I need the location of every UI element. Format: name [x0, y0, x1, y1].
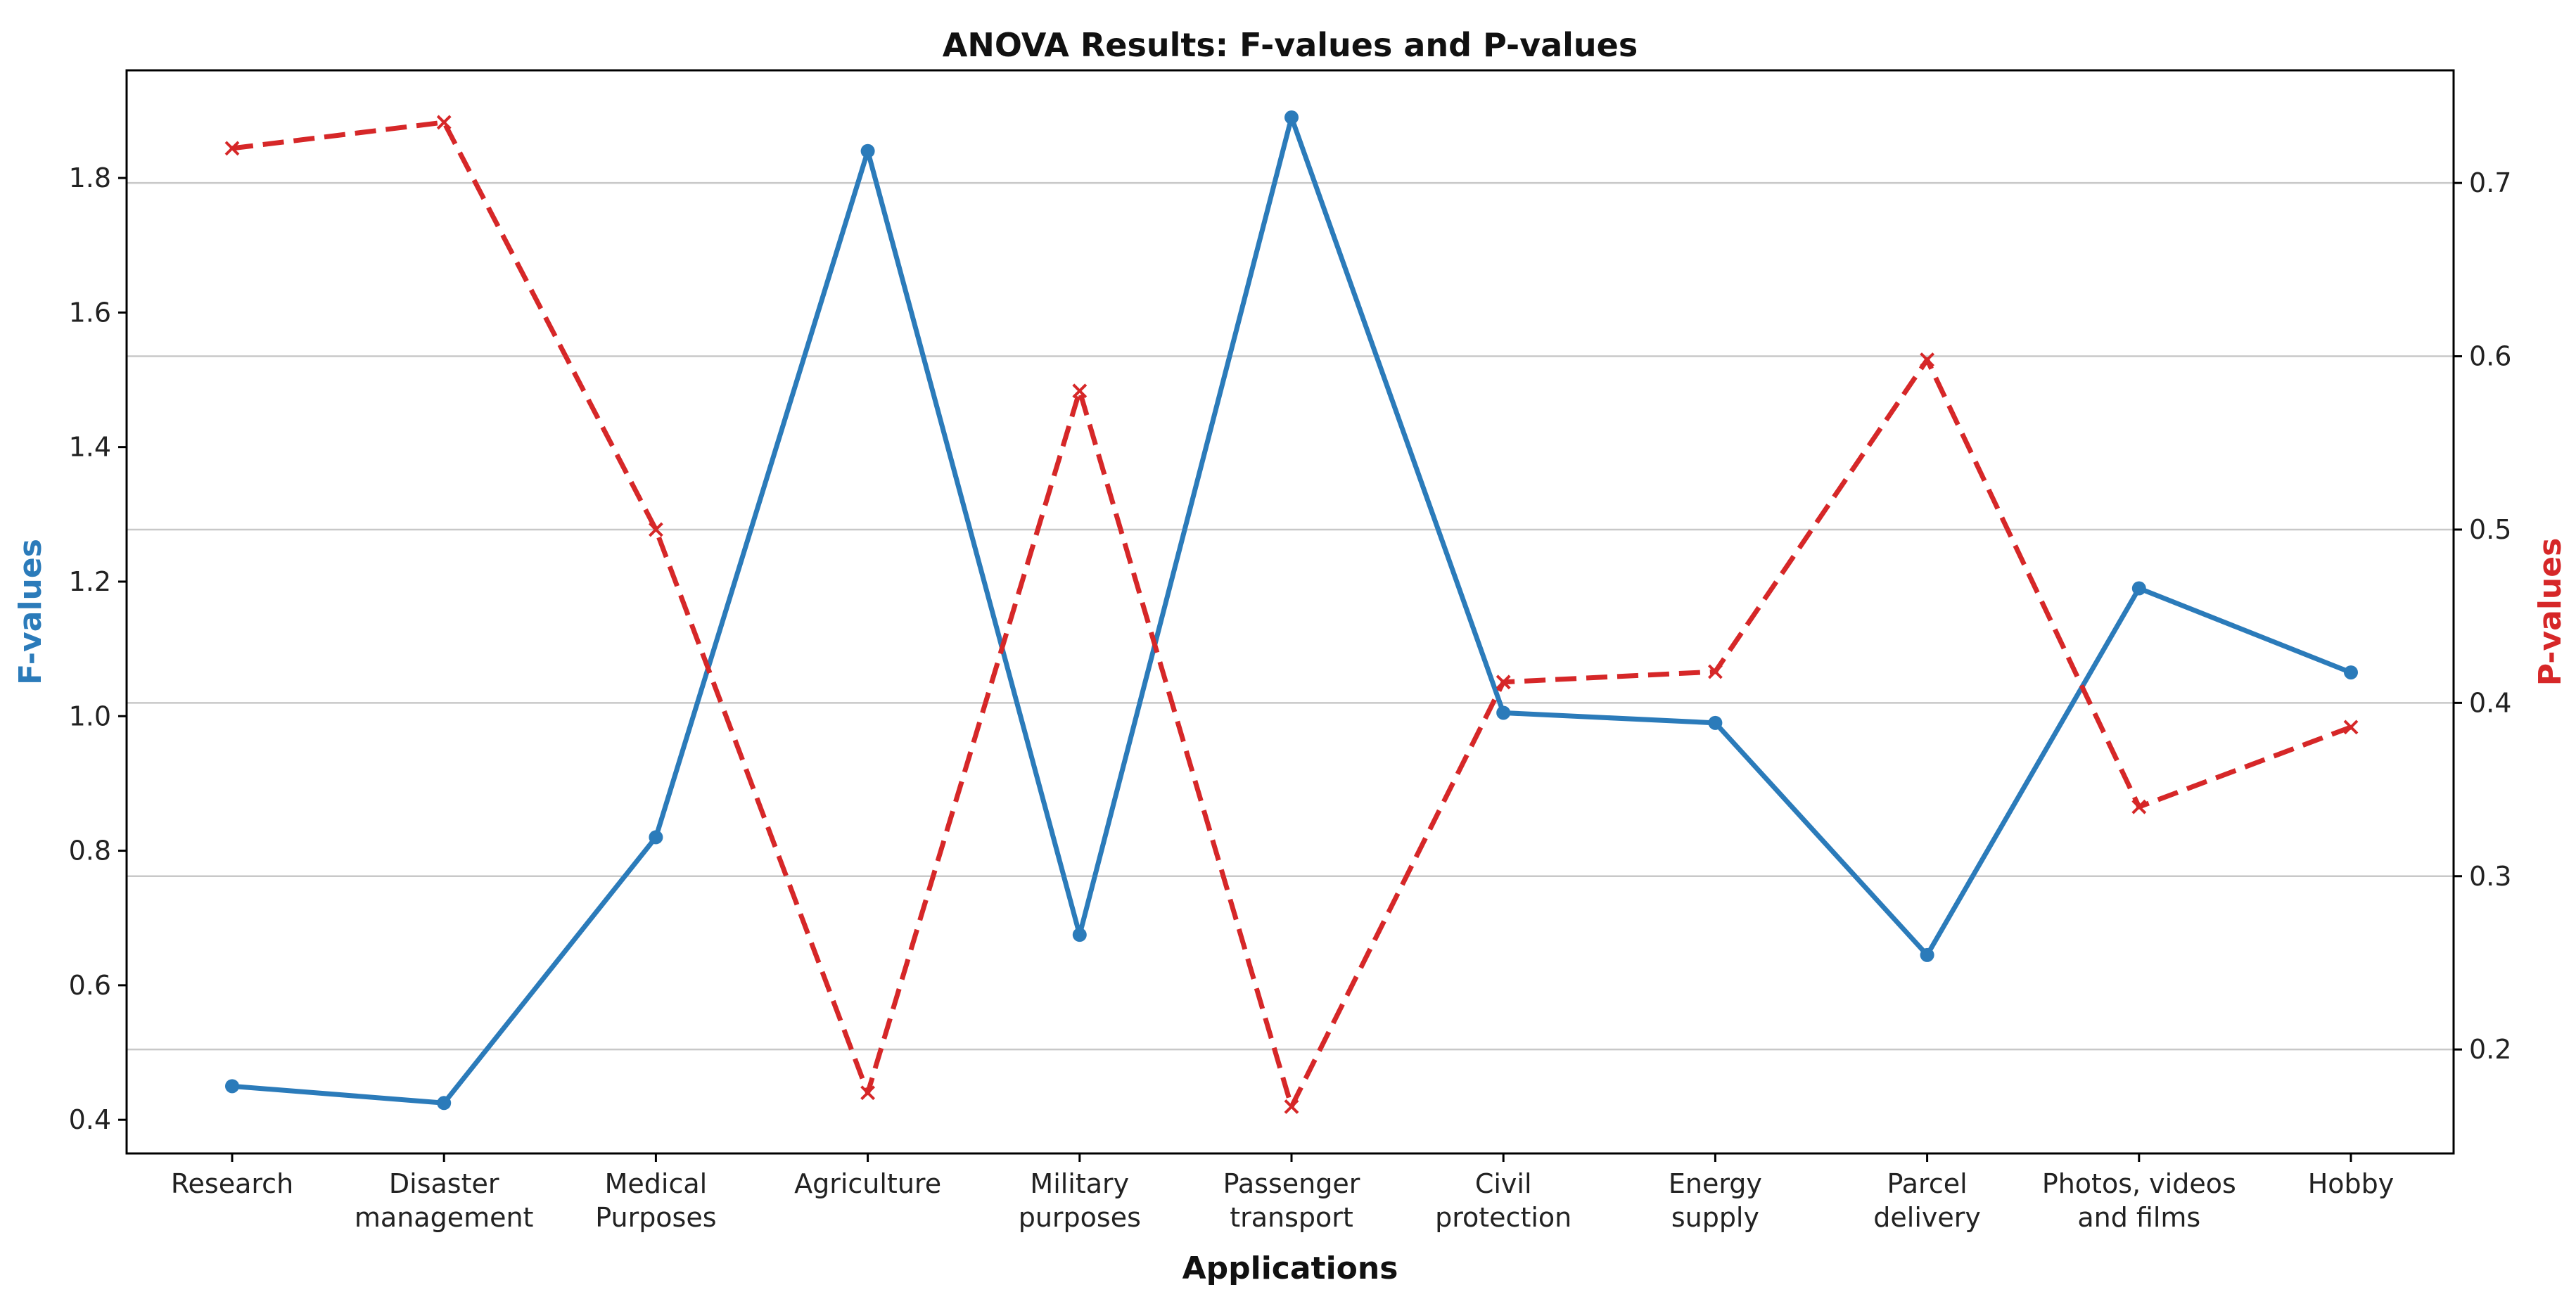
- f-values-point: [1496, 705, 1511, 720]
- x-axis: Research Disaster management Medical Purpose…: [171, 1153, 2394, 1233]
- left-y-axis-title: F-values: [13, 539, 49, 685]
- x-axis-category-label-line: Parcel: [1887, 1168, 1968, 1199]
- p-values-point: [1707, 664, 1723, 679]
- right-axis-tick-label: 0.7: [2469, 167, 2511, 198]
- x-axis-category-label-line: Military: [1030, 1168, 1129, 1199]
- left-axis-tick-label: 0.8: [69, 836, 111, 866]
- p-values-point: [224, 141, 240, 156]
- x-axis-category-label-line: Energy: [1669, 1168, 1762, 1199]
- p-values-marker-stroke: [1920, 352, 1935, 367]
- p-values-point: [1496, 674, 1511, 690]
- x-axis-category-label-line: Passenger: [1223, 1168, 1360, 1199]
- right-axis-tick-label: 0.6: [2469, 341, 2511, 372]
- x-axis-category-label-line: Agriculture: [794, 1168, 941, 1199]
- right-axis-tick-label: 0.5: [2469, 514, 2511, 545]
- f-values-point: [2131, 581, 2146, 596]
- gridlines: [127, 181, 2454, 1051]
- left-axis-tick-label: 1.0: [69, 701, 111, 731]
- x-axis-category-label-line: supply: [1671, 1202, 1759, 1233]
- f-values-point: [1708, 715, 1723, 730]
- p-values-point: [1072, 383, 1088, 399]
- p-values-marker-stroke: [436, 115, 452, 130]
- x-axis-category-label-line: and films: [2077, 1202, 2200, 1233]
- right-axis-tick-label: 0.2: [2469, 1034, 2511, 1065]
- p-values-marker-stroke: [860, 1085, 876, 1101]
- p-values-point: [1284, 1099, 1299, 1114]
- x-axis-category-label-line: Photos, videos: [2042, 1168, 2236, 1199]
- right-axis-tick-label: 0.3: [2469, 861, 2511, 892]
- f-values-point: [225, 1079, 239, 1094]
- f-values-point: [649, 830, 663, 845]
- f-values-point: [1284, 110, 1299, 124]
- x-axis-category-label-line: Civil: [1475, 1168, 1532, 1199]
- left-axis-tick-label: 1.8: [69, 162, 111, 193]
- p-values-point: [860, 1085, 876, 1101]
- f-values-line: [231, 115, 2352, 1106]
- x-axis-category-label: Civil protection: [1435, 1168, 1571, 1233]
- f-values-point: [1072, 928, 1087, 942]
- f-values-point: [437, 1096, 452, 1111]
- x-axis-category-label-line: purposes: [1019, 1202, 1141, 1233]
- f-values-point: [1920, 947, 1934, 962]
- right-y-axis-title: P-values: [2532, 538, 2568, 686]
- x-axis-category-label: Medical Purposes: [595, 1168, 716, 1233]
- right-y-axis: 0.2 0.3 0.4 0.5 0.6 0.7: [2454, 167, 2511, 1065]
- x-axis-category-label: Research: [171, 1168, 293, 1199]
- p-values-marker-stroke: [1707, 664, 1723, 679]
- x-axis-category-label-line: Disaster: [389, 1168, 499, 1199]
- p-values-marker-stroke: [1072, 383, 1088, 399]
- x-axis-category-label-line: Medical: [605, 1168, 708, 1199]
- p-values-point: [2343, 720, 2359, 735]
- f-values-point: [2344, 665, 2358, 680]
- f-values-point: [860, 143, 875, 158]
- x-axis-category-label: Hobby: [2308, 1168, 2395, 1199]
- x-axis-category-label-line: management: [355, 1202, 534, 1233]
- left-axis-tick-label: 0.4: [69, 1104, 111, 1135]
- p-values-marker-stroke: [1284, 1099, 1299, 1114]
- p-values-marker-stroke: [648, 522, 663, 537]
- x-axis-category-label: Agriculture: [794, 1168, 941, 1199]
- x-axis-category-label: Military purposes: [1019, 1168, 1141, 1233]
- plot-area-frame: [125, 69, 2455, 1155]
- x-axis-category-label-line: Hobby: [2308, 1168, 2395, 1199]
- p-values-point: [648, 522, 663, 537]
- left-axis-tick-label: 1.2: [69, 566, 111, 597]
- left-axis-tick-label: 0.6: [69, 970, 111, 1001]
- p-values-line: [231, 120, 2352, 1109]
- chart-title: ANOVA Results: F-values and P-values: [943, 26, 1638, 64]
- x-axis-category-label: Disaster management: [355, 1168, 534, 1233]
- p-values-marker-stroke: [2343, 720, 2359, 735]
- x-axis-category-label-line: Research: [171, 1168, 293, 1199]
- p-values-marker-stroke: [1496, 674, 1511, 690]
- p-values-marker-stroke: [224, 141, 240, 156]
- x-axis-category-label-line: protection: [1435, 1202, 1571, 1233]
- x-axis-category-label-line: delivery: [1873, 1202, 1981, 1233]
- right-axis-tick-label: 0.4: [2469, 687, 2511, 718]
- x-axis-category-label-line: transport: [1230, 1202, 1353, 1233]
- p-values-marker-stroke: [2131, 799, 2147, 814]
- left-axis-tick-label: 1.6: [69, 297, 111, 328]
- p-values-point: [1920, 352, 1935, 367]
- x-axis-category-label: Parcel delivery: [1873, 1168, 1981, 1233]
- series-layer: [224, 110, 2359, 1114]
- x-axis-category-label-line: Purposes: [595, 1202, 716, 1233]
- p-values-point: [2131, 799, 2147, 814]
- left-axis-tick-label: 1.4: [69, 432, 111, 463]
- x-axis-title: Applications: [1182, 1251, 1398, 1286]
- x-axis-category-label: Passenger transport: [1223, 1168, 1360, 1233]
- x-axis-category-label: Photos, videos and films: [2042, 1168, 2236, 1233]
- p-values-point: [436, 115, 452, 130]
- left-y-axis: 0.4 0.6 0.8 1.0 1.2 1.4 1.6 1.8: [69, 162, 127, 1135]
- x-axis-category-label: Energy supply: [1669, 1168, 1762, 1233]
